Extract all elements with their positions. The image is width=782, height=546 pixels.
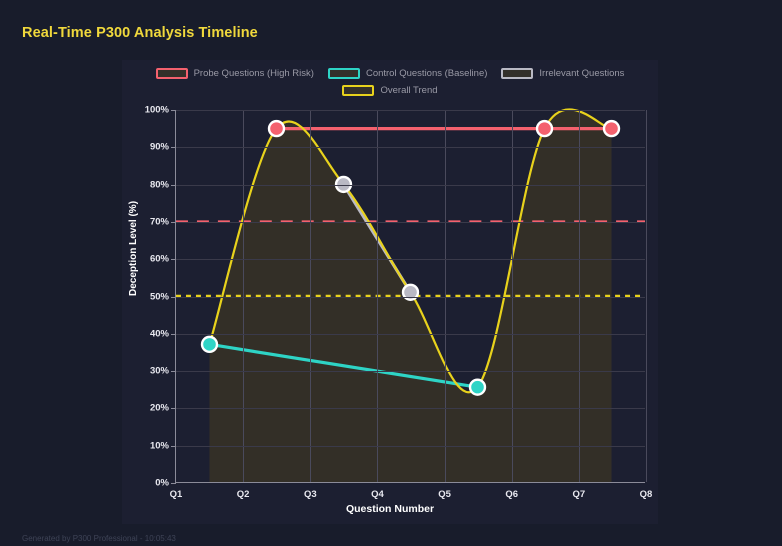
legend-item-3[interactable]: Overall Trend [342,85,438,96]
grid-line-horizontal [176,110,645,111]
y-axis-tick-label: 20% [149,402,169,414]
grid-line-vertical [243,110,245,482]
y-axis-tick-label: 60% [149,253,169,265]
legend-swatch-icon [501,68,534,79]
grid-line-vertical [646,110,647,482]
legend-item-1[interactable]: Control Questions (Baseline) [327,68,488,79]
data-point-marker[interactable] [602,119,621,138]
legend-item-0[interactable]: Probe Questions (High Risk) [155,68,314,79]
grid-line-horizontal [176,333,645,335]
legend-label: Control Questions (Baseline) [365,68,488,79]
chart-panel: Probe Questions (High Risk) Control Quest… [122,60,658,524]
y-axis-tick-label: 50% [149,291,169,302]
grid-line-horizontal [176,259,645,261]
legend-label: Overall Trend [380,85,438,96]
grid-line-vertical [578,110,580,482]
grid-line-vertical [310,110,312,482]
chart-canvas [176,108,645,483]
legend-label: Probe Questions (High Risk) [193,68,314,79]
plot-area: Q1 Q2 Q3 Q4 Q5 Q6 Q7 Q8 0% 10% 20% 30% 40% 50% 60% 70% 8… [145,105,653,501]
series-line-control-questions-baseline [207,342,480,389]
y-axis-tick-label: 100% [144,104,169,116]
x-axis-tick-label: Q6 [505,489,519,500]
footer-text: Generated by P300 Professional - 10:05:4… [22,534,176,543]
y-axis-tick-label: 70% [149,216,169,228]
y-axis-tick-mark [171,184,176,186]
x-axis-tick-label: Q4 [371,489,384,500]
y-axis-tick-mark [171,408,176,410]
y-axis-tick-mark [171,371,176,373]
grid-line-horizontal [176,147,645,149]
grid-line-horizontal [176,408,645,410]
data-point-marker[interactable] [200,335,219,354]
y-axis-tick-label: 90% [149,141,169,153]
y-axis-tick-mark [171,259,176,261]
y-axis-tick-mark [171,483,176,484]
grid-line-horizontal [176,296,645,298]
x-axis-tick-label: Q2 [236,489,250,500]
data-point-marker[interactable] [401,283,420,301]
y-axis-tick-mark [171,221,176,223]
y-axis-tick-mark [171,296,176,298]
y-axis-tick-label: 40% [149,328,169,340]
legend-swatch-icon [327,68,360,79]
x-axis-tick-label: Q5 [438,489,451,500]
x-axis-tick-label: Q1 [169,489,183,500]
x-axis-tick-label: Q8 [639,489,653,500]
y-axis-tick-label: 30% [149,365,169,377]
y-axis-tick-mark [171,333,176,335]
y-axis-title: Deception Level (%) [128,200,139,296]
y-axis-tick-label: 10% [149,440,169,452]
x-axis-title: Question Number [345,503,435,515]
y-axis-tick-label: 80% [149,179,169,191]
x-axis-tick-label: Q7 [572,489,586,500]
grid-line-horizontal [176,221,645,223]
data-point-marker[interactable] [334,175,353,194]
grid-line-horizontal [176,371,645,373]
y-axis-tick-mark [171,110,176,111]
grid-line-vertical [377,110,379,482]
y-axis-tick-mark [171,147,176,149]
grid-line-horizontal [176,184,645,186]
page-title: Real-Time P300 Analysis Timeline [22,25,258,41]
data-point-marker[interactable] [535,119,554,138]
data-point-marker[interactable] [468,378,487,396]
grid-line-horizontal [176,445,645,447]
legend-label: Irrelevant Questions [539,68,625,79]
y-axis-tick-label: 0% [155,477,169,489]
legend-swatch-icon [155,68,188,79]
x-axis-tick-label: Q3 [303,489,317,500]
grid-line-vertical [444,110,446,482]
grid-line-vertical [511,110,513,482]
y-axis-tick-mark [171,445,176,447]
legend-swatch-icon [342,85,375,96]
data-point-marker[interactable] [267,119,286,138]
plot-inner [176,108,647,483]
chart-legend: Probe Questions (High Risk) Control Quest… [122,68,658,96]
legend-item-2[interactable]: Irrelevant Questions [501,68,624,79]
